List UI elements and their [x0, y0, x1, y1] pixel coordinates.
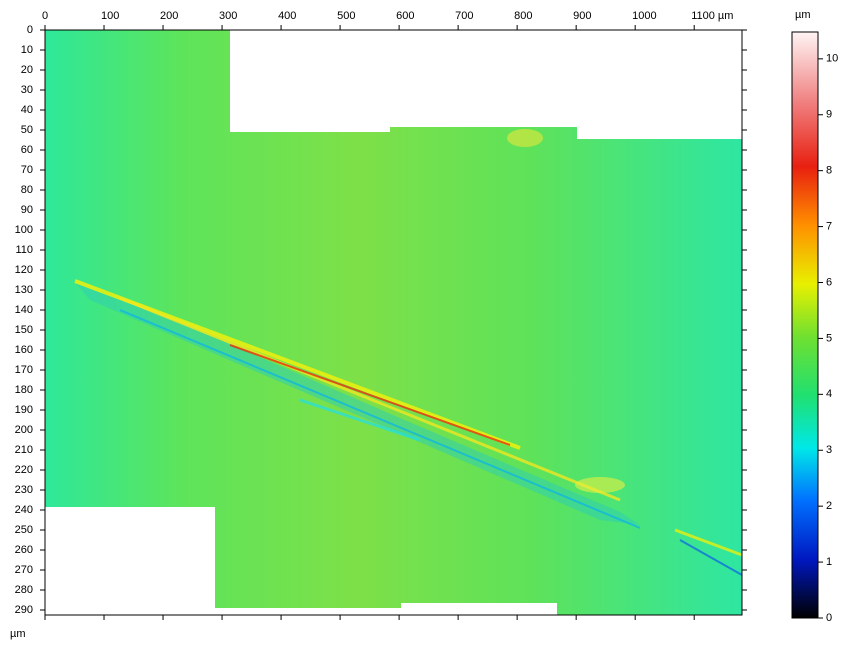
colorbar-tick-label: 6 [826, 276, 832, 288]
y-tick-label: 80 [21, 184, 33, 196]
y-tick-label: 210 [15, 444, 33, 456]
y-tick-label: 60 [21, 144, 33, 156]
y-tick-label: 130 [15, 284, 33, 296]
y-tick-label: 190 [15, 404, 33, 416]
colorbar-tick-label: 0 [826, 612, 832, 624]
y-tick-label: 280 [15, 584, 33, 596]
y-tick-label: 270 [15, 564, 33, 576]
y-tick-label: 250 [15, 524, 33, 536]
y-tick-label: 70 [21, 164, 33, 176]
y-tick-label: 140 [15, 304, 33, 316]
x-tick-label: 1100 µm [691, 10, 733, 22]
colorbar-tick-label: 4 [826, 388, 832, 400]
y-tick-label: 200 [15, 424, 33, 436]
y-tick-label: 220 [15, 464, 33, 476]
x-tick-label: 900 [573, 10, 591, 22]
colorbar-tick-label: 7 [826, 220, 832, 232]
colorbar-tick-label: 8 [826, 165, 832, 177]
y-tick-label: 20 [21, 64, 33, 76]
y-tick-label: 110 [15, 244, 33, 256]
x-tick-label: 100 [101, 10, 119, 22]
x-tick-label: 1000 [632, 10, 656, 22]
colorbar-unit: µm [795, 9, 811, 21]
x-tick-label: 400 [278, 10, 296, 22]
height-map [45, 30, 742, 615]
y-tick-label: 150 [15, 324, 33, 336]
y-tick-label: 30 [21, 84, 33, 96]
y-tick-label: 170 [15, 364, 33, 376]
y-tick-label: 120 [15, 264, 33, 276]
y-tick-label: 40 [21, 104, 33, 116]
x-tick-label: 600 [396, 10, 414, 22]
y-tick-label: 180 [15, 384, 33, 396]
y-tick-label: 100 [15, 224, 33, 236]
y-unit: µm [10, 628, 26, 640]
colorbar-tick-label: 1 [826, 556, 832, 568]
x-tick-label: 800 [514, 10, 532, 22]
x-tick-label: 200 [160, 10, 178, 22]
y-tick-label: 290 [15, 604, 33, 616]
colorbar-tick-label: 5 [826, 332, 832, 344]
x-tick-label: 500 [337, 10, 355, 22]
y-tick-label: 0 [27, 24, 33, 36]
y-tick-label: 260 [15, 544, 33, 556]
x-tick-label: 0 [42, 10, 48, 22]
y-tick-label: 160 [15, 344, 33, 356]
colorbar-tick-label: 2 [826, 500, 832, 512]
colorbar-tick-label: 3 [826, 444, 832, 456]
colorbar [792, 32, 818, 618]
y-tick-label: 10 [21, 44, 33, 56]
colorbar-tick-label: 9 [826, 109, 832, 121]
y-tick-label: 230 [15, 484, 33, 496]
x-tick-label: 300 [219, 10, 237, 22]
chart: µm µm 0100200300400500600700800900100011… [0, 0, 856, 645]
y-tick-label: 90 [21, 204, 33, 216]
colorbar-tick-label: 10 [826, 53, 838, 65]
y-tick-label: 50 [21, 124, 33, 136]
y-tick-label: 240 [15, 504, 33, 516]
x-tick-label: 700 [455, 10, 473, 22]
